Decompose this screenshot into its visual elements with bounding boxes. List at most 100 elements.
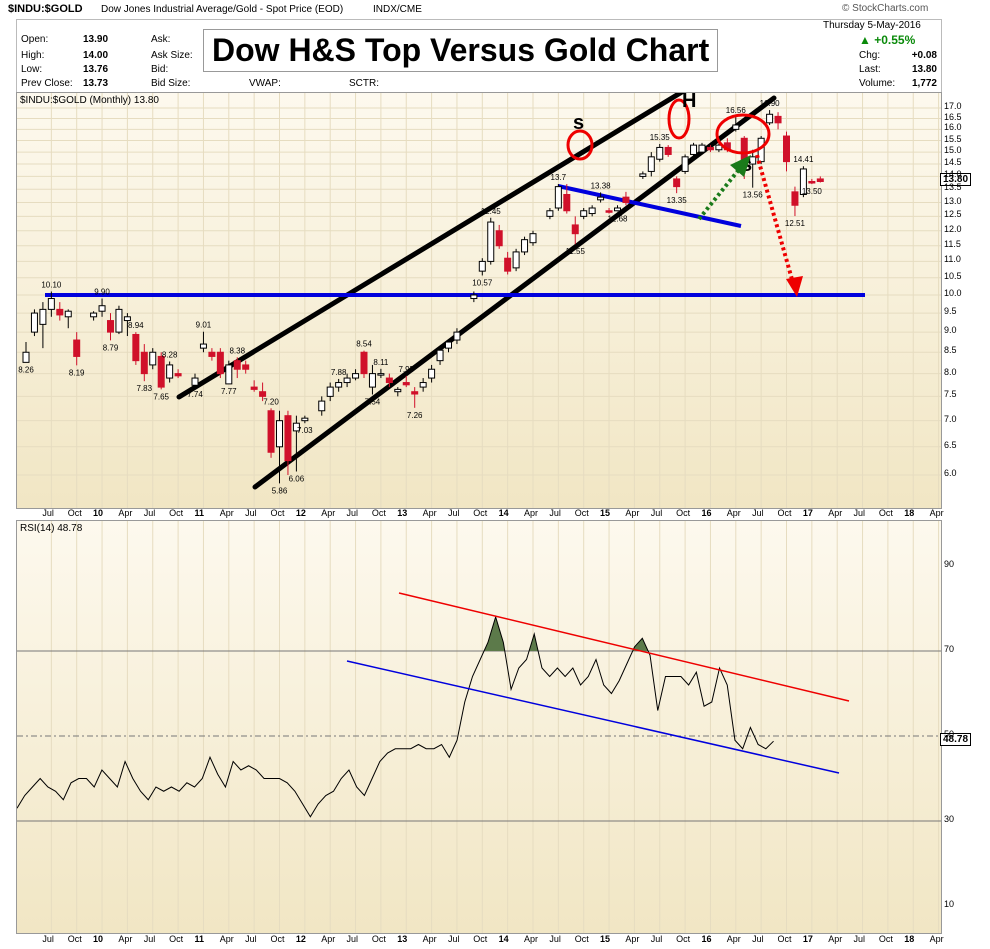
x-tick-label-top: Jul <box>346 508 359 518</box>
candle-body <box>698 144 706 153</box>
right-shoulder-circle <box>715 113 771 155</box>
price-last-value-badge: 13.80 <box>940 173 972 187</box>
quote-label-low: Low: <box>21 64 43 75</box>
price-label: 7.74 <box>187 390 203 399</box>
red-arrow-line <box>755 154 795 284</box>
x-tick-label-bottom: Apr <box>726 934 741 944</box>
candle-body <box>191 377 199 386</box>
price-gridlines <box>17 93 941 508</box>
candle-body <box>791 191 799 206</box>
candle-body <box>529 233 537 244</box>
x-tick-label-bottom: Jul <box>143 934 156 944</box>
candle-body <box>56 308 64 316</box>
candle-body <box>208 351 216 357</box>
price-label: 7.65 <box>153 392 169 401</box>
candle-body <box>428 368 436 379</box>
candle-body <box>335 382 343 388</box>
price-y-tick-label: 10.0 <box>944 287 962 298</box>
price-label: 9.90 <box>94 288 110 297</box>
quote-label-vwap: VWAP: <box>249 78 281 89</box>
price-label: 13.35 <box>667 196 688 205</box>
rsi-support-line <box>346 660 840 774</box>
x-tick-label-bottom: 18 <box>904 934 915 944</box>
x-tick-label-bottom: Apr <box>118 934 133 944</box>
x-tick-label-bottom: Apr <box>625 934 640 944</box>
x-tick-label-bottom: Jul <box>447 934 460 944</box>
quote-label-bid: Bid: <box>151 64 169 75</box>
quote-value-open: 13.90 <box>83 34 109 45</box>
x-tick-label-bottom: Jul <box>346 934 359 944</box>
price-label: 7.83 <box>137 384 153 393</box>
price-label: 14.41 <box>793 155 814 164</box>
quote-value-volume: 1,772 <box>911 78 937 89</box>
x-tick-label-bottom: 13 <box>397 934 408 944</box>
candle-body <box>647 156 655 172</box>
candle-body <box>453 331 461 341</box>
price-panel-title: $INDU:$GOLD (Monthly) 13.80 <box>20 95 159 106</box>
candle-body <box>554 186 562 209</box>
candle-body <box>259 391 267 397</box>
quote-value-low: 13.76 <box>83 64 109 75</box>
x-tick-label-top: 13 <box>397 508 408 518</box>
x-tick-label-bottom: Apr <box>422 934 437 944</box>
candle-body <box>276 420 283 448</box>
price-labels: 8.26 10.10 8.19 9.90 8.79 8.94 7.837.65 8.28 7.7… <box>18 99 822 495</box>
rsi-resistance-line <box>398 592 850 702</box>
x-tick-label-bottom: 15 <box>600 934 611 944</box>
price-y-tick-label: 13.0 <box>944 195 962 206</box>
rsi-line-group <box>17 615 774 818</box>
rsi-panel: RSI(14) 48.78 <box>16 520 942 934</box>
x-tick-label-top: Apr <box>726 508 741 518</box>
candle-body <box>622 196 630 204</box>
candle-body <box>571 224 579 235</box>
x-tick-label-top: Jul <box>853 508 866 518</box>
candle-body <box>30 312 38 333</box>
head-label: H <box>682 93 696 112</box>
price-label: 10.57 <box>472 278 493 287</box>
candle-body <box>292 422 300 432</box>
quote-label-high: High: <box>21 50 45 61</box>
price-y-tick-label: 13.5 <box>944 182 962 193</box>
x-tick-label-top: Apr <box>422 508 437 518</box>
x-tick-label-top: 14 <box>498 508 509 518</box>
quote-label-bid-size: Bid Size: <box>151 78 191 89</box>
candle-body <box>352 373 360 379</box>
candle-body <box>115 308 123 333</box>
candle-body <box>445 341 452 349</box>
candle-body <box>732 124 740 130</box>
x-tick-label-top: Apr <box>828 508 843 518</box>
rsi-panel-title: RSI(14) 48.78 <box>20 523 83 534</box>
rsi-overbought-area <box>529 634 539 651</box>
candle-body <box>39 308 47 325</box>
x-tick-label-top: Jul <box>245 508 257 518</box>
price-label: 8.79 <box>103 343 119 352</box>
x-tick-label-bottom: Apr <box>524 934 539 944</box>
candle-body <box>487 221 495 262</box>
price-label: 7.88 <box>331 368 347 377</box>
x-tick-label-bottom: Oct <box>777 934 792 944</box>
quote-value-last: 13.80 <box>911 64 937 75</box>
candle-body <box>377 373 385 376</box>
x-tick-label-bottom: Oct <box>473 934 488 944</box>
x-tick-label-bottom: 17 <box>802 934 813 944</box>
price-label: 7.77 <box>221 387 237 396</box>
rsi-y-tick-label: 50 <box>944 729 955 739</box>
price-y-tick-label: 15.0 <box>944 145 962 156</box>
x-tick-label-bottom: Jul <box>650 934 663 944</box>
price-label: 15.35 <box>650 133 671 142</box>
x-tick-label-top: 11 <box>194 508 204 518</box>
x-tick-label-bottom: Apr <box>321 934 336 944</box>
candle-body <box>174 373 182 377</box>
candle-body <box>233 360 241 370</box>
x-tick-label-top: Oct <box>169 508 184 518</box>
x-tick-label-top: 18 <box>904 508 915 518</box>
quote-label-open: Open: <box>21 34 49 45</box>
candle-body <box>546 210 554 217</box>
candle-body <box>123 316 131 322</box>
candle-body <box>783 135 790 163</box>
price-label: 11.55 <box>566 247 586 256</box>
candle-body <box>521 239 529 253</box>
candle-body <box>614 207 621 212</box>
price-y-tick-label: 7.0 <box>944 413 957 424</box>
x-tick-label-top: Oct <box>676 508 691 518</box>
